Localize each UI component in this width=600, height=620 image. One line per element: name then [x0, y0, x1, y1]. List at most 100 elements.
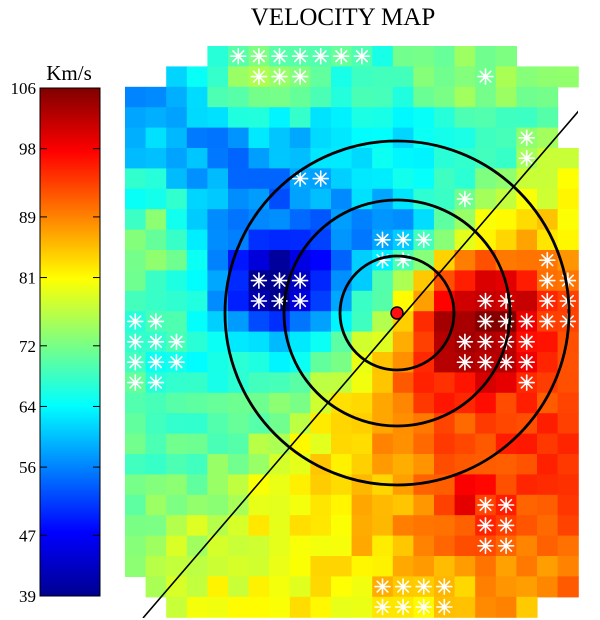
masked-cell-star: [394, 251, 412, 269]
heatmap-cell: [248, 229, 270, 251]
heatmap-cell: [392, 66, 414, 88]
heatmap-cell: [351, 148, 373, 169]
heatmap-cell: [289, 535, 311, 557]
heatmap-cell: [331, 494, 353, 516]
masked-cell-star: [291, 47, 309, 65]
heatmap-cell: [269, 250, 291, 271]
heatmap-cell: [413, 454, 435, 475]
heatmap-cell: [372, 433, 394, 455]
colorbar-tick-label: 56: [19, 458, 36, 477]
heatmap-cell: [186, 168, 208, 190]
heatmap-cell: [289, 209, 311, 231]
heatmap-cell: [248, 372, 270, 394]
masked-cell-star: [415, 231, 432, 249]
heatmap-cell: [495, 454, 517, 475]
masked-cell-star: [518, 313, 535, 330]
heatmap-cell: [434, 86, 456, 108]
heatmap-cell: [145, 250, 167, 271]
heatmap-cell: [372, 494, 394, 516]
heatmap-cell: [475, 168, 497, 190]
heatmap-cell: [475, 392, 497, 414]
heatmap-cell: [310, 270, 332, 292]
heatmap-cell: [186, 556, 208, 577]
heatmap-cell: [372, 372, 394, 394]
heatmap-cell: [166, 372, 188, 394]
heatmap-cell: [310, 188, 332, 210]
masked-cell-star: [436, 598, 453, 616]
heatmap-cell: [289, 229, 311, 251]
heatmap-cell: [125, 148, 147, 169]
heatmap-cell: [557, 576, 579, 598]
heatmap-cell: [228, 107, 250, 129]
heatmap-cell: [331, 229, 353, 251]
center-marker: [390, 306, 404, 320]
heatmap-cell: [331, 188, 353, 210]
heatmap-cell: [145, 290, 167, 312]
heatmap-cell: [228, 433, 250, 455]
heatmap-cell: [186, 352, 208, 373]
heatmap-cell: [454, 127, 476, 149]
heatmap-cell: [537, 454, 559, 475]
heatmap-cell: [454, 250, 476, 271]
heatmap-cell: [392, 494, 414, 516]
heatmap-cell: [475, 270, 497, 292]
heatmap-cell: [186, 474, 208, 496]
contour-middle: [282, 198, 512, 428]
heatmap-cell: [145, 515, 167, 537]
heatmap-cell: [454, 556, 476, 577]
heatmap-cell: [413, 474, 435, 496]
heatmap-cell: [145, 86, 167, 108]
heatmap-cell: [557, 535, 579, 557]
masked-cell-star: [271, 292, 288, 310]
heatmap-cell: [454, 433, 476, 455]
heatmap-cell: [454, 576, 476, 598]
heatmap-cell: [516, 576, 538, 598]
heatmap-cell: [392, 433, 414, 455]
heatmap-cell: [269, 413, 291, 435]
heatmap-cell: [331, 372, 353, 394]
heatmap-cell: [454, 413, 476, 435]
heatmap-cell: [125, 229, 147, 251]
heatmap-cell: [413, 46, 435, 67]
masked-cell-star: [497, 496, 515, 514]
heatmap-cell: [289, 392, 311, 414]
heatmap-cell: [310, 515, 332, 537]
masked-cell-star: [312, 170, 329, 187]
heatmap-cell: [516, 392, 538, 414]
heatmap-cell: [166, 250, 188, 271]
heatmap-cell: [228, 270, 250, 292]
masked-cell-star: [127, 353, 144, 371]
heatmap-cell: [248, 107, 270, 129]
heatmap-cell: [269, 331, 291, 353]
heatmap-cell: [434, 107, 456, 129]
heatmap-cell: [269, 392, 291, 414]
heatmap-cell: [413, 168, 435, 190]
heatmap-cell: [186, 229, 208, 251]
heatmap-cell: [269, 209, 291, 231]
heatmap-cell: [331, 250, 353, 271]
heatmap-cell: [454, 596, 476, 618]
heatmap-cell: [310, 127, 332, 149]
masked-cell-star: [477, 517, 494, 534]
masked-cell-star: [147, 333, 165, 351]
heatmap-cell: [331, 576, 353, 598]
heatmap-cell: [454, 515, 476, 537]
heatmap-cell: [207, 433, 229, 455]
heatmap-cell: [372, 46, 394, 67]
heatmap-cell: [495, 209, 517, 231]
heatmap-cell: [248, 86, 270, 108]
heatmap-cell: [269, 372, 291, 394]
heatmap-cell: [186, 127, 208, 149]
heatmap-cell: [372, 392, 394, 414]
masked-cell-star: [497, 517, 515, 534]
heatmap-cell: [392, 413, 414, 435]
heatmap-cell: [186, 311, 208, 333]
heatmap-cell: [331, 168, 353, 190]
heatmap-cell: [207, 209, 229, 231]
heatmap-cell: [516, 229, 538, 251]
heatmap-cell: [269, 576, 291, 598]
heatmap-cell: [454, 46, 476, 67]
heatmap-cell: [289, 127, 311, 149]
contour-outer: [223, 139, 571, 487]
